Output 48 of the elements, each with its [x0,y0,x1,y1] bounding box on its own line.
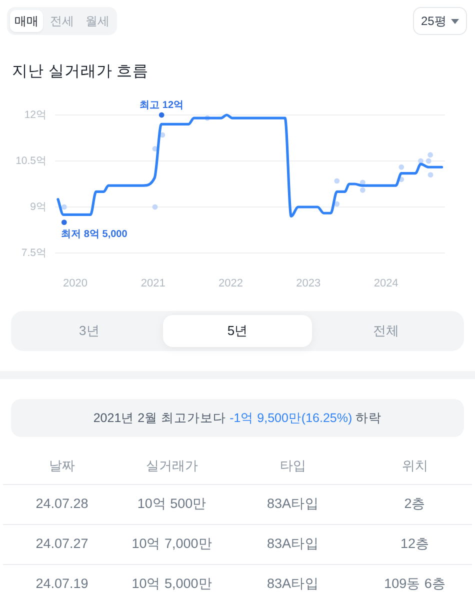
y-tick-label: 10.5억 [16,154,47,167]
point [334,178,340,184]
text: 전세 [49,13,75,30]
x-tick-label: 2023 [296,278,321,290]
text: 24.07.28 [34,495,90,513]
text: 2021년 2월 최고가보다 [93,411,226,425]
text: 타입 [279,457,307,475]
point [426,158,432,164]
point [152,204,158,210]
text: 전체 [372,322,400,340]
y-tick-label: 7.5억 [21,246,47,259]
text: 24.07.19 [34,575,90,593]
text: 83A타입 [266,495,320,513]
text: 10억 7,000만 [130,535,214,553]
text: 10억 5,000만 [130,575,214,593]
text: 12층 [399,535,431,553]
text: 하락 [356,411,382,425]
text: 날짜 [48,457,76,475]
point [428,152,434,158]
x-tick-label: 2021 [140,278,166,290]
line-series [56,114,444,218]
text: 실거래가 [145,457,199,475]
y-tick-label: 9억 [30,200,47,213]
point [158,112,164,118]
point [428,172,434,178]
text: -1억 9,500만(16.25%) [230,411,352,425]
point [398,164,404,170]
annotation: 최고 12억 [140,100,184,111]
point [360,187,366,193]
text: 3년 [78,322,100,340]
text: 83A타입 [266,535,320,553]
x-tick-label: 2020 [62,278,88,290]
point [61,204,67,210]
text: 24.07.27 [34,535,90,553]
x-tick-label: 2022 [218,278,243,290]
text: 위치 [401,457,429,475]
point [61,220,67,226]
y-tick-label: 12억 [24,108,47,121]
text: 월세 [84,13,110,30]
text: 10억 500만 [136,495,208,513]
text: 2층 [403,495,427,513]
chart-title: 지난 실거래가 흐름 [12,62,149,82]
x-tick-label: 2024 [374,278,398,290]
point [418,158,424,164]
text: 109동 6층 [383,575,447,593]
annotation: 최저 8억 5,000 [61,229,128,240]
text: 25평 [421,13,446,30]
text: 83A타입 [266,575,320,593]
